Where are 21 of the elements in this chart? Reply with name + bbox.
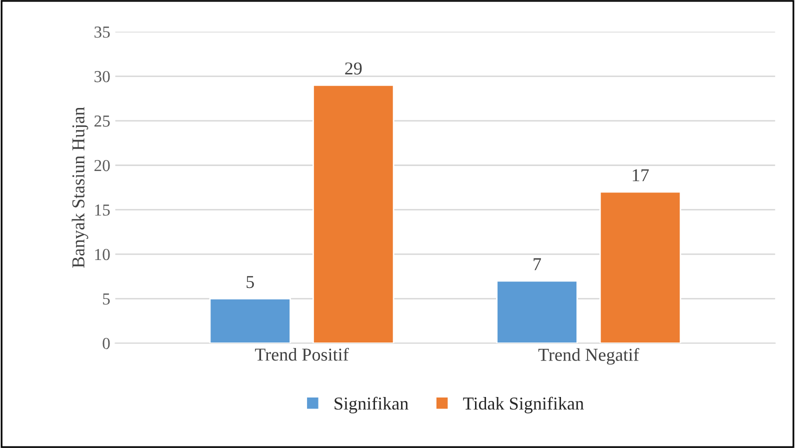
y-tick-label: 35: [94, 26, 110, 38]
bar: [599, 191, 682, 344]
bar: [496, 280, 578, 344]
data-label: 7: [534, 258, 541, 270]
y-tick-label: 20: [94, 160, 110, 172]
y-tick-label: 0: [102, 338, 110, 350]
y-tick-label: 25: [94, 116, 110, 127]
bar: [312, 84, 394, 344]
data-label: 5: [246, 276, 254, 288]
y-tick-label: 15: [95, 204, 110, 216]
x-tick-label: Trend Negatif: [538, 348, 640, 365]
legend-label: Tidak Signifikan: [463, 396, 584, 414]
y-tick-label: 10: [95, 248, 110, 260]
y-axis-title: Banyak Stasiun Hujan: [72, 107, 88, 268]
bar: [209, 298, 291, 344]
data-label: 29: [345, 62, 362, 75]
data-label: 17: [632, 169, 649, 182]
x-tick-label: Trend Positif: [255, 348, 349, 361]
y-tick-label: 5: [103, 294, 110, 305]
y-tick-label: 30: [94, 70, 110, 82]
legend-label: Signifikan: [334, 396, 408, 414]
